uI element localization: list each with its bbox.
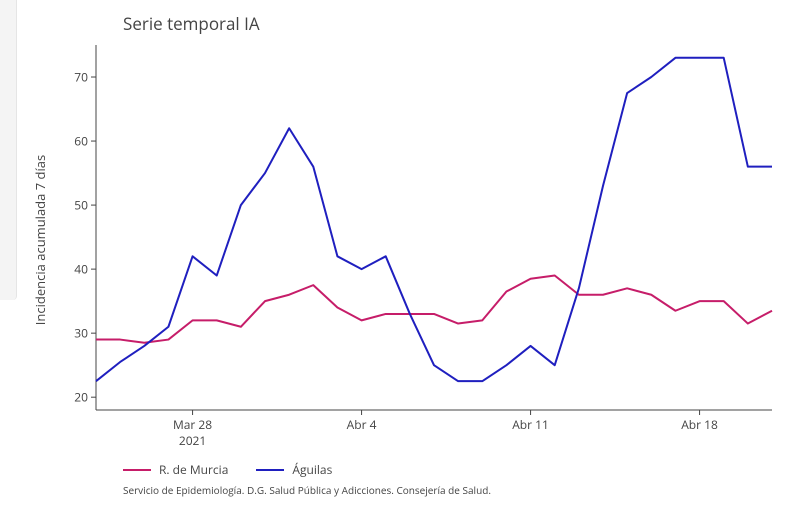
x-tick: Abr 11 <box>512 416 549 433</box>
legend-swatch <box>256 469 284 471</box>
legend-item-murcia: R. de Murcia <box>123 461 228 478</box>
x-tick: Abr 18 <box>681 416 718 433</box>
x-tick-year: 2021 <box>179 432 206 449</box>
x-tick: Abr 4 <box>347 416 377 433</box>
series-r-de-murcia <box>96 276 772 343</box>
y-tick: 70 <box>58 69 88 86</box>
x-tick: Mar 28 <box>173 416 212 433</box>
y-tick: 50 <box>58 197 88 214</box>
chart-footnote: Servicio de Epidemiología. D.G. Salud Pú… <box>123 483 491 497</box>
chart-container: Serie temporal IA Incidencia acumulada 7… <box>0 0 790 527</box>
legend: R. de Murcia Águilas <box>123 461 332 478</box>
y-tick: 30 <box>58 325 88 342</box>
series--guilas <box>96 58 772 381</box>
legend-swatch <box>123 469 151 471</box>
legend-label: Águilas <box>292 461 332 478</box>
y-tick: 20 <box>58 389 88 406</box>
y-tick: 40 <box>58 261 88 278</box>
y-tick: 60 <box>58 133 88 150</box>
series-lines <box>0 0 790 527</box>
legend-item-aguilas: Águilas <box>256 461 332 478</box>
legend-label: R. de Murcia <box>159 461 228 478</box>
